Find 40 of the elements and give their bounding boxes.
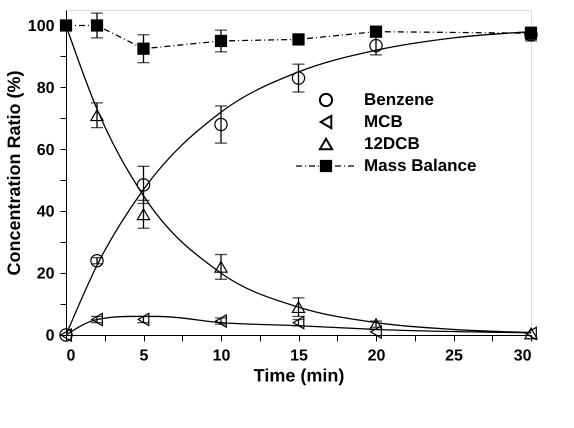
point (214, 118, 228, 132)
legend-label: MCB (364, 112, 403, 131)
point (90, 19, 104, 32)
point (292, 301, 306, 314)
y-tick-label: 40 (36, 204, 55, 221)
x-tick-label: 25 (445, 348, 463, 364)
point (292, 71, 306, 85)
x-axis-title: Time (min) (254, 366, 344, 386)
x-tick-label: 30 (514, 348, 532, 364)
x-tick-label: 10 (212, 348, 230, 364)
x-tick-label: 20 (368, 348, 386, 364)
point (90, 254, 104, 268)
x-tick-label: 15 (290, 348, 308, 364)
y-tick-label: 20 (36, 266, 55, 283)
point (292, 316, 304, 330)
point (370, 26, 382, 38)
point (136, 178, 150, 192)
point (215, 314, 227, 328)
y-tick-label: 100 (28, 18, 55, 35)
point (370, 325, 382, 339)
point (91, 312, 103, 326)
legend-label: 12DCB (364, 134, 420, 153)
point (138, 312, 150, 326)
point (60, 19, 72, 32)
x-tick-label: 0 (66, 348, 76, 364)
y-axis-title: Concentration Ratio (%) (4, 70, 24, 276)
point (90, 109, 104, 122)
y-tick-label: 0 (46, 328, 55, 344)
point (369, 318, 383, 330)
legend-label: Benzene (364, 90, 434, 109)
point (369, 38, 383, 52)
point (137, 42, 150, 55)
point (214, 34, 228, 48)
point (214, 261, 228, 273)
point (136, 208, 150, 220)
legend-label: Mass Balance (364, 156, 476, 175)
x-tick-label: 5 (140, 348, 149, 364)
point (292, 33, 305, 46)
y-tick-label: 80 (36, 80, 55, 97)
y-tick-label: 60 (36, 142, 55, 159)
